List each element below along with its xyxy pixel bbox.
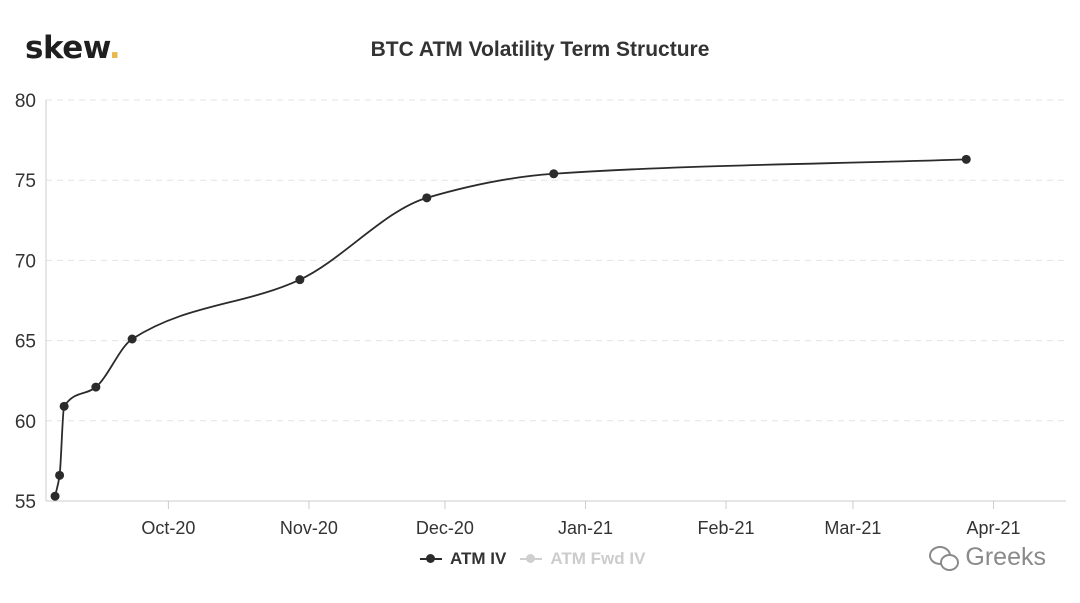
- y-tick-label: 75: [15, 171, 36, 192]
- x-tick-label: Apr-21: [966, 518, 1020, 538]
- series-line-atm-iv: [54, 158, 967, 497]
- chart-title: BTC ATM Volatility Term Structure: [370, 38, 710, 61]
- legend-marker-icon: [420, 553, 442, 565]
- y-tick-label: 60: [15, 412, 36, 433]
- axes: 55 60 65 70 75 80 Oct-20 Nov-20 Dec-20 Jan-21 Feb-…: [15, 91, 1066, 538]
- legend: ATM IV ATM Fwd IV: [420, 549, 659, 569]
- data-point: [549, 169, 559, 179]
- data-point: [127, 334, 137, 344]
- data-point: [55, 470, 65, 480]
- legend-marker-icon: [520, 553, 543, 565]
- legend-item[interactable]: ATM IV: [420, 549, 506, 569]
- y-tick-label: 70: [15, 251, 36, 272]
- skew-logo: skew.: [25, 30, 121, 66]
- x-tick-label: Nov-20: [280, 518, 338, 538]
- x-tick-label: Feb-21: [697, 518, 754, 538]
- grid-lines: [46, 99, 1066, 422]
- x-tick-label: Jan-21: [558, 518, 613, 538]
- x-tick-label: Oct-20: [141, 518, 195, 538]
- data-point: [961, 154, 971, 164]
- legend-label: ATM Fwd IV: [550, 549, 646, 568]
- watermark-text: Greeks: [965, 543, 1046, 571]
- data-point: [50, 491, 60, 501]
- x-tick-label: Dec-20: [416, 518, 474, 538]
- y-tick-label: 80: [15, 91, 36, 112]
- wechat-watermark: Greeks: [929, 543, 1046, 572]
- data-point: [422, 193, 432, 203]
- data-point: [91, 382, 101, 392]
- data-point: [295, 275, 305, 285]
- x-tick-label: Mar-21: [824, 518, 881, 538]
- series-layer: [50, 154, 971, 501]
- data-point: [59, 401, 69, 411]
- legend-label: ATM IV: [450, 549, 507, 568]
- legend-item[interactable]: ATM Fwd IV: [520, 549, 645, 569]
- y-tick-label: 55: [15, 492, 36, 513]
- y-tick-label: 65: [15, 332, 36, 353]
- wechat-icon: [929, 545, 960, 571]
